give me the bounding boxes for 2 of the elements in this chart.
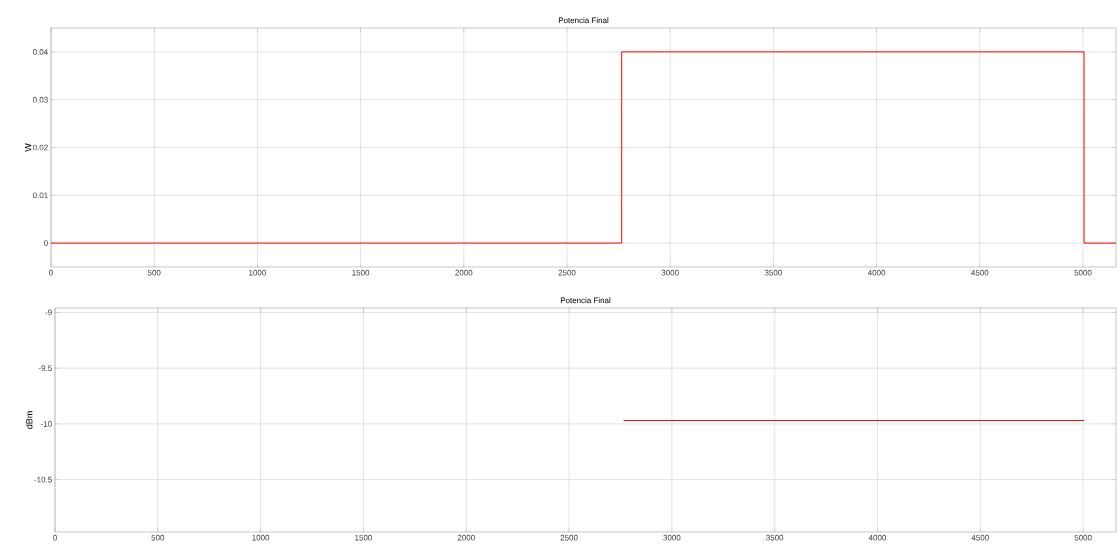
y-axis-title: W [24, 143, 32, 152]
y-axis-title: dBm [25, 411, 33, 429]
